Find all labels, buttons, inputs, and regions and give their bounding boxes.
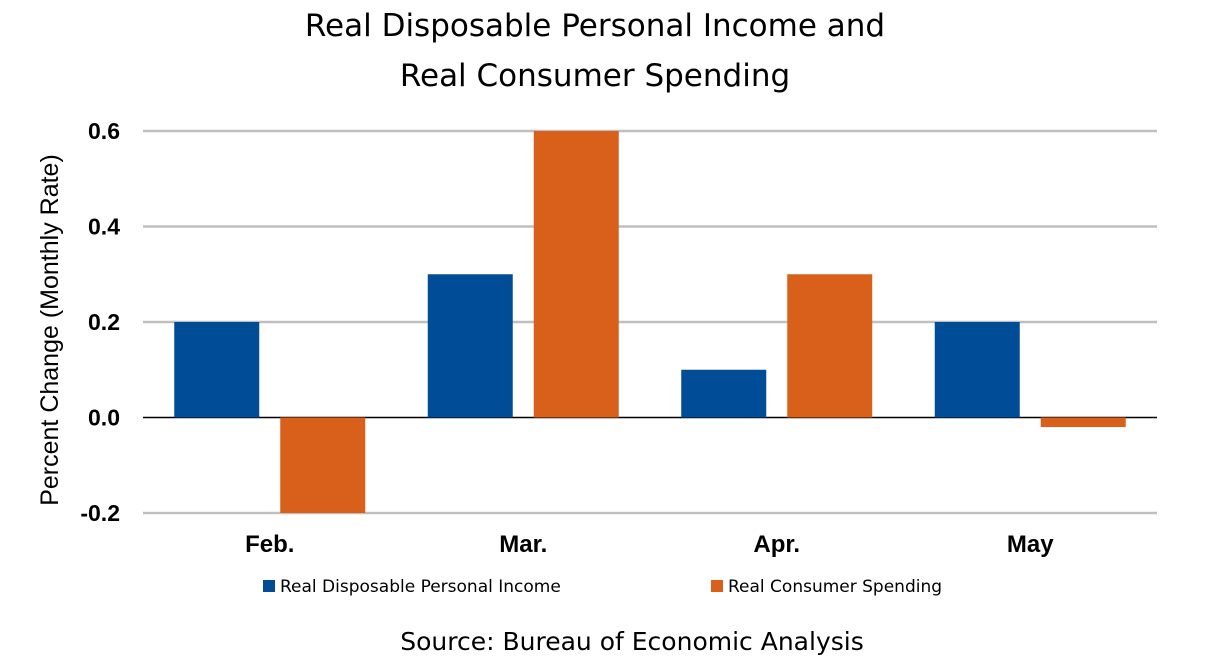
source-note: Source: Bureau of Economic Analysis	[400, 627, 864, 656]
x-tick-label: Feb.	[245, 531, 294, 558]
chart-title-line-2: Real Consumer Spending	[399, 58, 791, 94]
y-tick-label: 0.6	[88, 118, 120, 144]
bar-spending-2	[787, 274, 873, 418]
y-axis-ticks: -0.2 0.0 0.2 0.4 0.6	[80, 118, 120, 526]
bar-income-1	[427, 274, 513, 418]
bars	[174, 131, 1126, 513]
legend-label: Real Disposable Personal Income	[280, 577, 561, 597]
x-tick-label: Apr.	[753, 531, 800, 558]
y-tick-label: 0.4	[88, 214, 120, 240]
bar-spending-3	[1040, 417, 1126, 428]
x-tick-label: Mar.	[499, 531, 547, 558]
y-tick-label: 0.2	[88, 309, 120, 335]
legend-swatch	[263, 580, 275, 592]
legend-swatch	[711, 580, 723, 592]
y-axis-label: Percent Change (Monthly Rate)	[36, 154, 64, 506]
legend: Real Disposable Personal Income Real Cons…	[263, 577, 942, 597]
chart-title-line-1: Real Disposable Personal Income and	[304, 8, 886, 44]
bar-spending-0	[280, 417, 366, 513]
x-axis-ticks: Feb. Mar. Apr. May	[245, 531, 1054, 558]
bar-income-0	[174, 322, 260, 418]
legend-label: Real Consumer Spending	[728, 577, 942, 597]
y-tick-label: -0.2	[80, 500, 120, 526]
bar-income-3	[934, 322, 1020, 418]
x-tick-label: May	[1007, 531, 1054, 558]
bar-spending-1	[533, 131, 619, 418]
y-tick-label: 0.0	[88, 405, 120, 431]
bar-income-2	[681, 369, 767, 418]
